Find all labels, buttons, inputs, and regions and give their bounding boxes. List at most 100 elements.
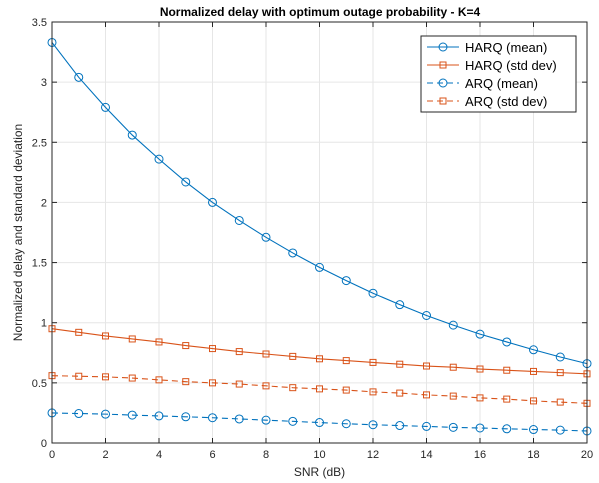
x-tick-label: 6	[209, 449, 215, 461]
y-tick-label: 0	[41, 438, 47, 450]
y-tick-label: 2.5	[32, 137, 47, 149]
data-point	[423, 362, 430, 370]
y-axis-label: Normalized delay and standard deviation	[11, 124, 25, 341]
series-line	[51, 328, 588, 375]
data-point	[555, 425, 565, 435]
data-point	[502, 424, 512, 434]
data-point	[128, 335, 136, 343]
x-tick-label: 2	[102, 449, 108, 461]
data-point	[235, 380, 243, 388]
y-tick-label: 1	[41, 318, 47, 330]
ticks: 0 2 4 6 8 10 12 14 16 18 20 0 0.5 1 1.5 2 2.5 3 3.5	[32, 17, 593, 461]
legend: HARQ (mean) HARQ (std dev) ARQ (mean) ARQ (…	[420, 35, 577, 113]
data-point	[155, 338, 163, 346]
data-point	[101, 102, 110, 112]
y-tick-label: 3	[41, 77, 47, 89]
data-point	[289, 352, 297, 360]
data-point	[261, 232, 271, 242]
x-tick-label: 20	[581, 449, 593, 461]
data-point	[476, 365, 484, 373]
data-point	[529, 425, 538, 435]
data-point	[475, 329, 485, 339]
data-point	[235, 348, 243, 356]
data-point	[208, 413, 217, 423]
data-point	[315, 418, 324, 428]
y-tick-label: 0.5	[32, 378, 47, 390]
data-point	[503, 366, 511, 374]
x-tick-label: 16	[474, 449, 486, 461]
data-point	[476, 394, 484, 402]
data-point	[530, 367, 537, 375]
data-point	[449, 363, 457, 371]
legend-label: ARQ (std dev)	[465, 94, 547, 109]
data-point	[74, 72, 84, 82]
data-point	[448, 422, 458, 432]
series-layer	[47, 37, 592, 436]
data-point	[262, 382, 270, 390]
data-point	[341, 419, 351, 429]
data-point	[530, 397, 537, 405]
legend-label: HARQ (std dev)	[465, 58, 557, 73]
data-point	[182, 378, 190, 386]
x-tick-label: 0	[49, 449, 55, 461]
data-point	[234, 414, 244, 424]
data-point	[422, 310, 431, 320]
data-point	[102, 373, 109, 381]
data-point	[102, 332, 109, 340]
data-point	[127, 410, 137, 420]
data-point	[556, 398, 564, 406]
data-point	[395, 300, 405, 310]
data-point	[475, 423, 485, 433]
x-axis-label: SNR (dB)	[294, 465, 345, 479]
data-point	[74, 409, 84, 419]
x-tick-label: 12	[367, 449, 379, 461]
data-point	[262, 350, 270, 358]
data-point	[154, 154, 164, 164]
data-point	[75, 372, 83, 380]
data-point	[449, 392, 457, 400]
data-point	[368, 288, 378, 298]
data-point	[181, 412, 191, 422]
data-point	[396, 360, 404, 368]
data-point	[209, 379, 216, 387]
series-2	[48, 325, 591, 378]
data-point	[503, 395, 511, 403]
x-tick-label: 14	[420, 449, 432, 461]
x-tick-label: 18	[527, 449, 539, 461]
data-point	[422, 421, 431, 431]
data-point	[289, 384, 297, 392]
data-point	[369, 358, 377, 366]
data-point	[288, 416, 298, 426]
chart-title: Normalized delay with optimum outage pro…	[160, 5, 481, 19]
data-point	[315, 262, 324, 272]
data-point	[127, 130, 137, 140]
data-point	[555, 352, 565, 362]
y-tick-label: 2	[41, 197, 47, 209]
data-point	[75, 328, 83, 336]
data-point	[556, 369, 564, 377]
data-point	[154, 411, 164, 421]
data-point	[502, 337, 512, 347]
legend-label: ARQ (mean)	[465, 76, 538, 91]
series-1	[47, 37, 592, 369]
y-tick-label: 1.5	[32, 258, 47, 270]
data-point	[448, 320, 458, 330]
data-point	[316, 355, 323, 363]
data-point	[342, 386, 350, 394]
data-point	[316, 385, 323, 393]
legend-marker	[438, 78, 448, 88]
data-point	[368, 420, 378, 430]
data-point	[395, 421, 405, 431]
legend-label: HARQ (mean)	[465, 40, 547, 55]
data-point	[342, 357, 350, 365]
data-point	[209, 345, 216, 353]
data-point	[341, 276, 351, 286]
data-point	[181, 177, 191, 187]
legend-marker	[438, 42, 448, 52]
data-point	[396, 389, 404, 397]
data-point	[529, 345, 538, 355]
data-point	[423, 391, 430, 399]
legend-marker	[439, 97, 447, 105]
series-line	[51, 42, 588, 365]
